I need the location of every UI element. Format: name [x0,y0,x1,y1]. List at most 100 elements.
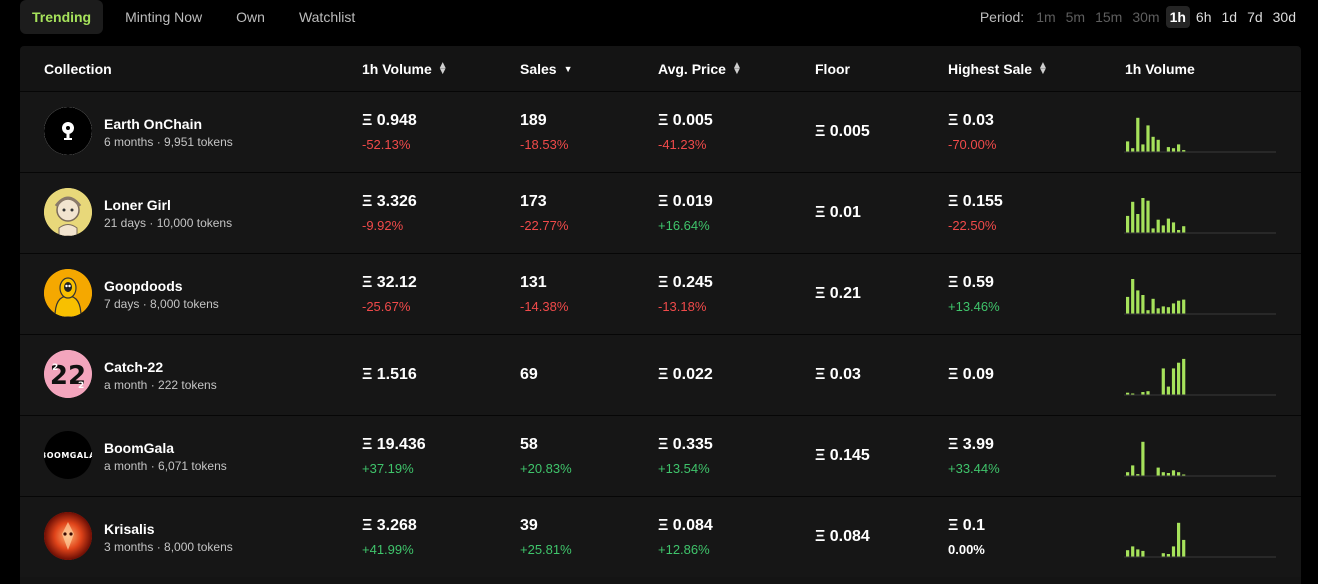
volume-bar [1171,470,1176,476]
tab-trending[interactable]: Trending [20,0,104,34]
volume-bar [1136,474,1140,476]
volume-change: -52.13% [362,137,411,152]
highest-sale-cell: Ξ 3.99 +33.44% [948,436,1000,476]
highest-sale-value: Ξ 0.09 [948,366,994,383]
highest-sale-change: -22.50% [948,218,997,233]
table-row[interactable]: Loner Girl 21 days · 10,000 tokens Ξ 3.326… [20,172,1301,253]
period-option-6h[interactable]: 6h [1195,9,1212,25]
period-option-30d[interactable]: 30d [1272,9,1296,25]
period-option-1h[interactable]: 1h [1165,6,1190,28]
volume-bar [1156,467,1160,476]
volume-bar [1146,200,1150,233]
period-option-1m[interactable]: 1m [1036,9,1056,25]
tab-minting-now[interactable]: Minting Now [125,9,203,25]
table-row[interactable]: BOOMGALA BoomGala a month · 6,071 tokens Ξ … [20,415,1301,496]
table-row[interactable]: 22 2 2 Catch-22 a month · 222 tokens Ξ 1.516 6… [20,334,1301,415]
avg-price-value: Ξ 0.022 [658,366,713,383]
sales-change: -22.77% [520,218,569,233]
highest-sale-cell: Ξ 0.09 [948,366,994,384]
svg-text:22: 22 [50,361,86,391]
avg-price-change: -13.18% [658,299,707,314]
volume-bar [1131,201,1135,233]
collection-name[interactable]: Earth OnChain [104,116,203,132]
floor-cell: Ξ 0.145 [815,447,870,465]
period-option-30m[interactable]: 30m [1132,9,1160,25]
highest-sale-cell: Ξ 0.59 +13.46% [948,274,1000,314]
volume-bar [1151,136,1155,152]
collection-name[interactable]: Goopdoods [104,278,183,294]
collection-meta: 3 months · 8,000 tokens [104,540,233,554]
tab-watchlist[interactable]: Watchlist [298,9,356,25]
volume-sparkline [1124,358,1276,396]
period-option-7d[interactable]: 7d [1247,9,1263,25]
avg-price-change: +16.64% [658,218,710,233]
volume-bar [1141,550,1145,557]
collections-table: Collection 1h Volume ▲ ▼ Sales ▼ Avg. Pri… [20,46,1301,584]
volume-bar [1161,368,1165,395]
volume-bar [1166,218,1170,233]
volume-bar [1131,546,1135,557]
period-option-1d[interactable]: 1d [1221,9,1238,25]
volume-bar [1171,222,1176,233]
table-row[interactable]: Earth OnChain 6 months · 9,951 tokens Ξ 0.… [20,91,1301,172]
volume-bar [1141,295,1145,314]
collection-name[interactable]: Krisalis [104,521,155,537]
volume-cell: Ξ 1.516 [362,366,417,384]
period-option-15m[interactable]: 15m [1095,9,1123,25]
volume-bar [1126,550,1130,557]
volume-bar [1156,308,1160,314]
collection-meta: 21 days · 10,000 tokens [104,216,233,230]
sales-value: 189 [520,112,547,129]
volume-bar [1151,228,1155,233]
column-header-sales[interactable]: Sales ▼ [520,46,573,91]
column-header-volume[interactable]: 1h Volume ▲ ▼ [362,46,448,91]
volume-bar [1126,392,1130,395]
column-header-highest-sale[interactable]: Highest Sale ▲ ▼ [948,46,1048,91]
volume-value: Ξ 3.326 [362,193,417,210]
volume-bar [1182,150,1186,152]
volume-bar [1136,117,1140,152]
column-header-avg-price[interactable]: Avg. Price ▲ ▼ [658,46,742,91]
avg-price-change: +13.54% [658,461,710,476]
column-header-floor-label: Floor [815,60,850,77]
sales-change: +25.81% [520,542,572,557]
volume-value: Ξ 19.436 [362,436,426,453]
volume-bar [1171,546,1176,557]
volume-change: +37.19% [362,461,414,476]
tab-own[interactable]: Own [236,9,265,25]
highest-sale-cell: Ξ 0.155 -22.50% [948,193,1003,233]
collection-meta: 6 months · 9,951 tokens [104,135,233,149]
volume-cell: Ξ 0.948 -52.13% [362,112,417,152]
floor-cell: Ξ 0.21 [815,285,861,303]
volume-bar [1166,554,1170,557]
period-option-5m[interactable]: 5m [1065,9,1086,25]
collection-name[interactable]: BoomGala [104,440,175,456]
volume-bar [1126,141,1130,152]
volume-bar [1131,148,1135,152]
volume-cell: Ξ 3.268 +41.99% [362,517,417,557]
sales-change: -18.53% [520,137,569,152]
sort-icon: ▲ ▼ [437,59,448,77]
floor-cell: Ξ 0.005 [815,123,870,141]
table-row[interactable]: Goopdoods 7 days · 8,000 tokens Ξ 32.12 -25… [20,253,1301,334]
volume-bar [1146,310,1150,314]
collection-meta: a month · 222 tokens [104,378,217,392]
volume-sparkline [1124,522,1276,558]
volume-bar [1166,147,1170,152]
table-row[interactable]: Krisalis 3 months · 8,000 tokens Ξ 3.268 +4… [20,496,1301,577]
volume-bar [1126,296,1130,314]
avg-price-cell: Ξ 0.022 [658,366,713,384]
volume-bar [1141,392,1145,395]
volume-bar [1177,362,1181,395]
floor-cell: Ξ 0.03 [815,366,861,384]
avg-price-value: Ξ 0.245 [658,274,713,291]
volume-cell: Ξ 32.12 -25.67% [362,274,417,314]
collection-name[interactable]: Catch-22 [104,359,164,375]
highest-sale-change: +33.44% [948,461,1000,476]
sales-cell: 58 +20.83% [520,436,572,476]
collection-name[interactable]: Loner Girl [104,197,171,213]
volume-value: Ξ 32.12 [362,274,417,291]
highest-sale-change: -70.00% [948,137,997,152]
volume-bar [1161,225,1165,233]
volume-sparkline [1124,117,1276,153]
